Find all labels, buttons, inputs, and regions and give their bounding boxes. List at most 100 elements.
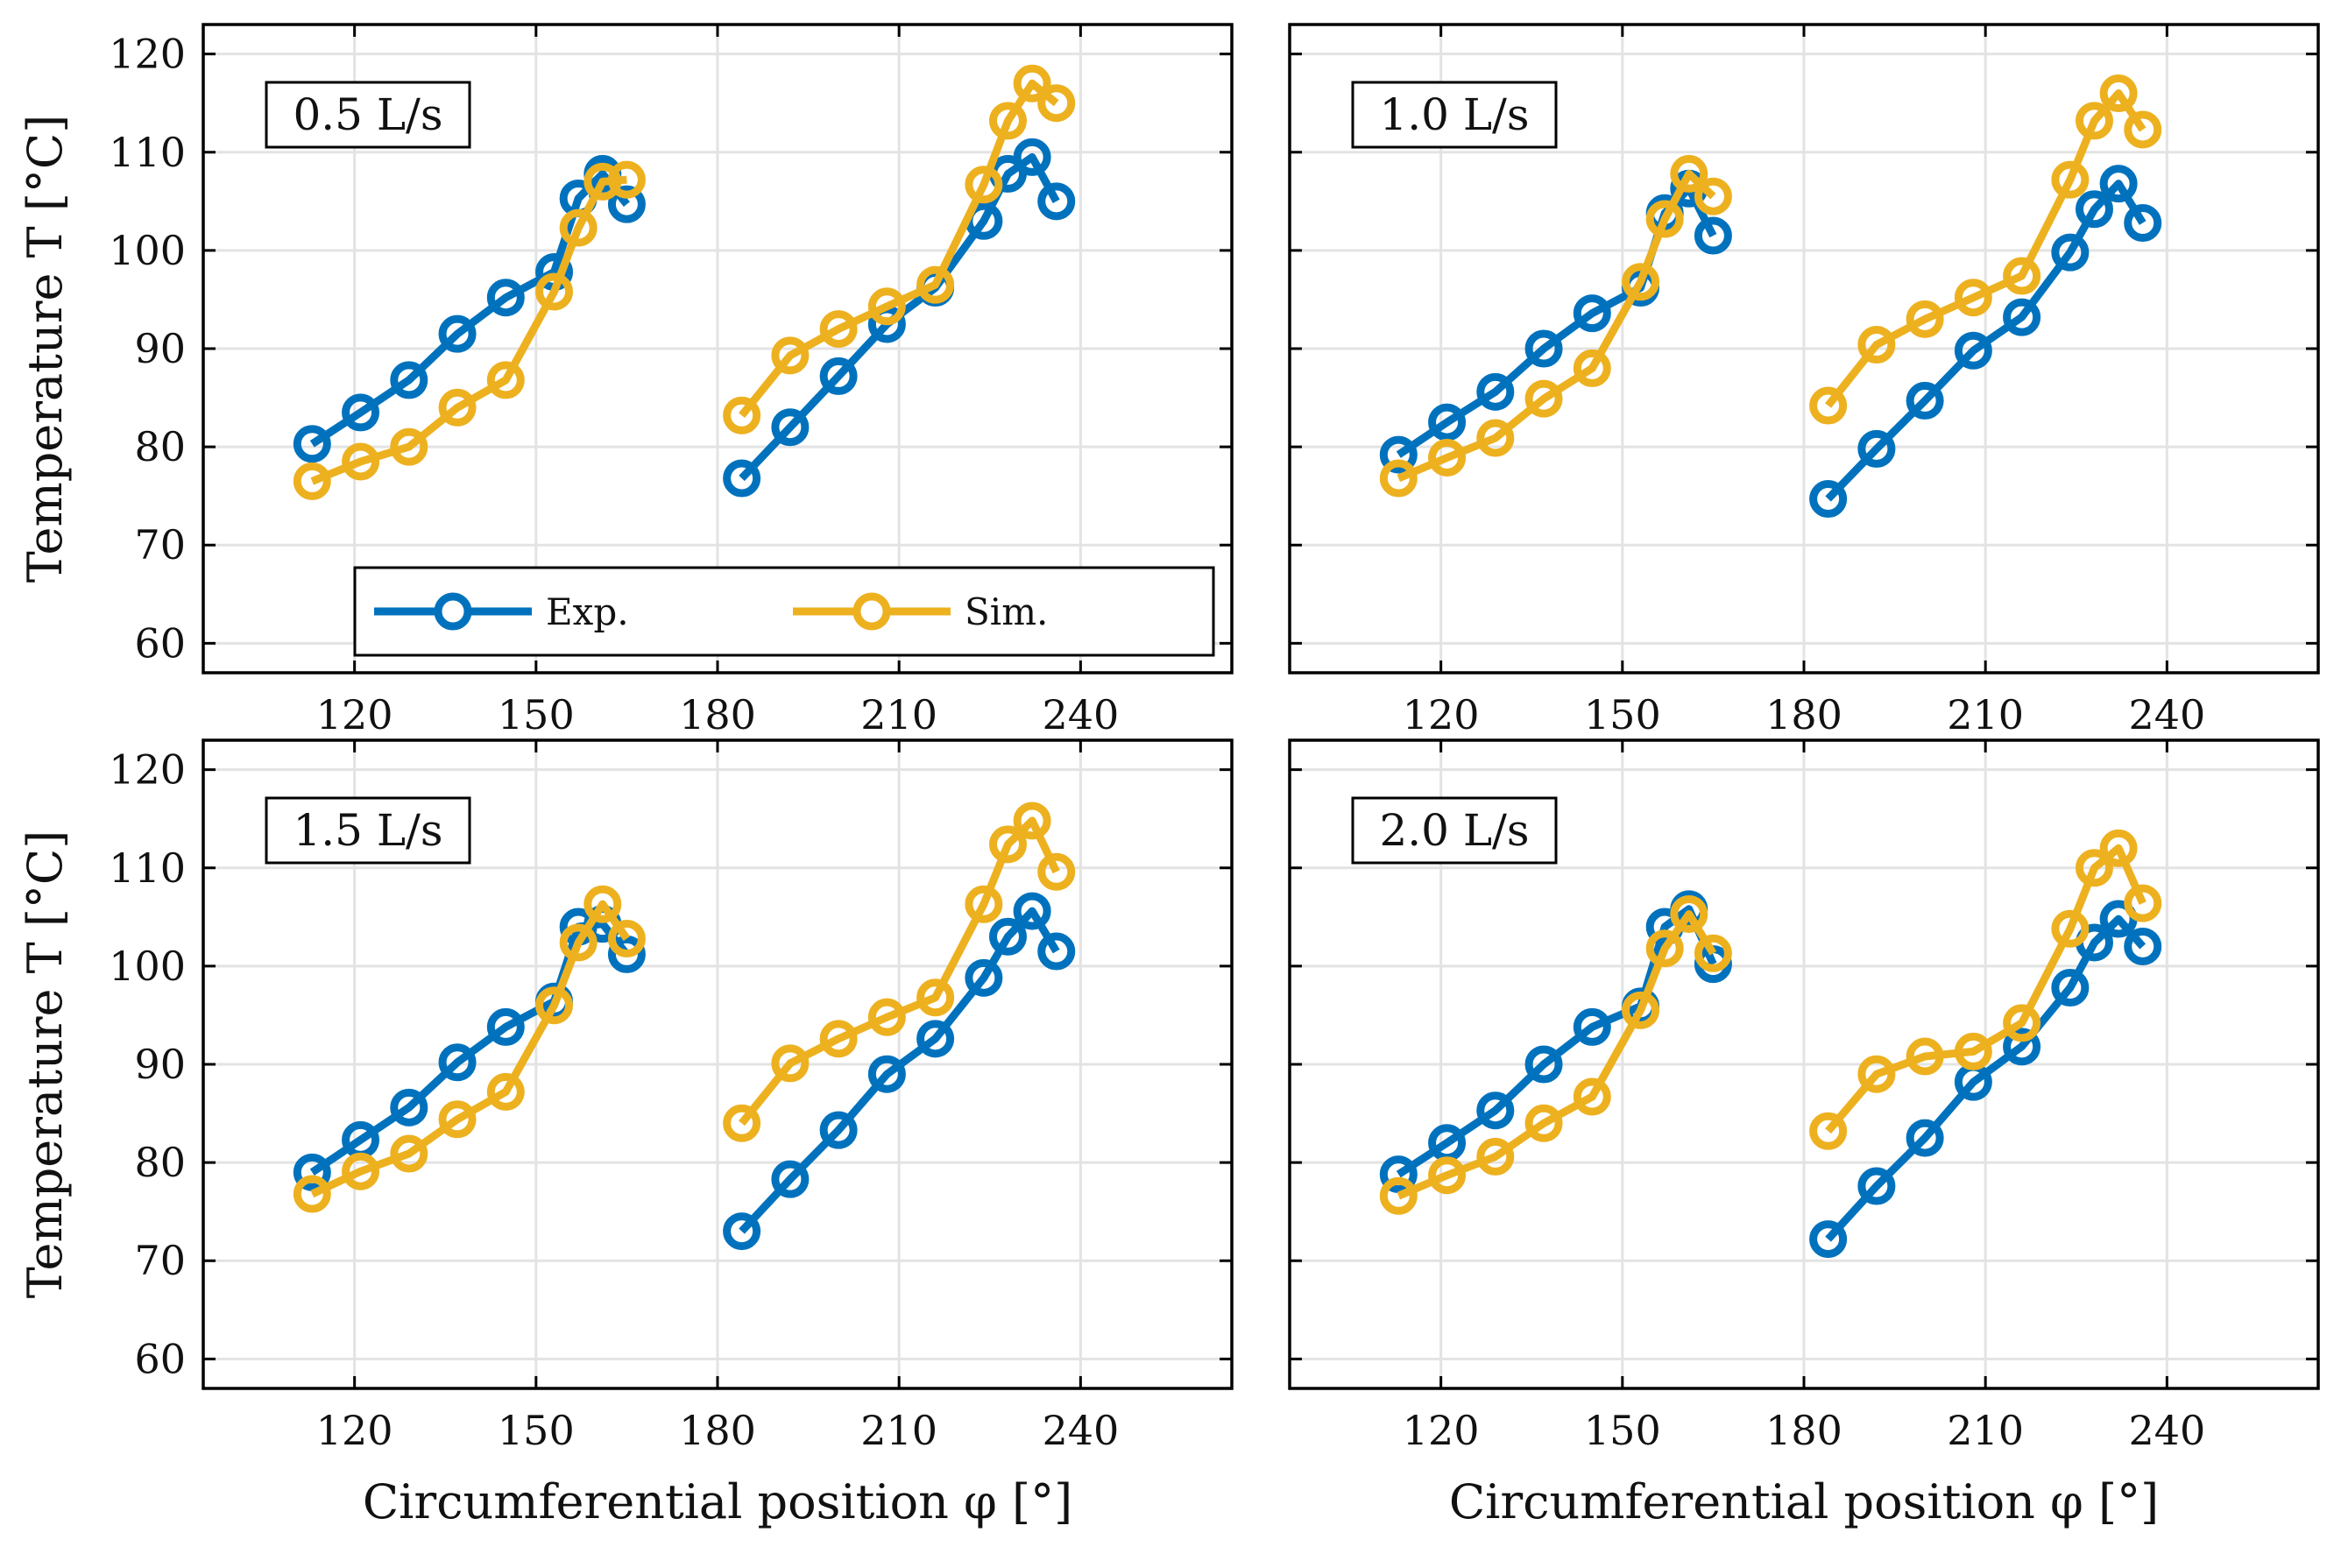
data-point <box>2099 829 2138 867</box>
data-point <box>1857 1167 1896 1205</box>
panel-label: 2.0 L/s <box>1379 805 1529 856</box>
data-point <box>1670 154 1708 193</box>
data-point <box>916 1020 955 1058</box>
data-point <box>867 1055 906 1093</box>
data-point <box>1013 892 1051 930</box>
data-point <box>1906 1119 1944 1157</box>
data-point <box>1954 331 1992 370</box>
data-point <box>1573 349 1611 387</box>
data-point <box>438 388 477 427</box>
legend: Exp. Sim. <box>353 566 1215 657</box>
panel-label-box <box>265 796 471 865</box>
x-axis-title: Circumferential position φ [°] <box>1449 1474 2159 1529</box>
data-point <box>390 1088 428 1127</box>
data-point <box>1013 138 1051 176</box>
x-tick-label: 150 <box>1584 1407 1661 1454</box>
data-point <box>771 408 810 447</box>
data-point <box>1428 1156 1467 1195</box>
data-point <box>1694 177 1732 215</box>
data-point <box>559 923 598 962</box>
series-sim <box>293 802 1076 1213</box>
data-point <box>2124 203 2162 242</box>
data-point <box>2003 1028 2041 1066</box>
y-tick-label: 120 <box>109 31 186 78</box>
data-point <box>438 1100 477 1139</box>
y-tick-label: 60 <box>134 619 186 667</box>
data-point <box>1428 403 1467 441</box>
data-point <box>1645 929 1684 968</box>
data-point <box>2051 909 2090 948</box>
data-point <box>2003 298 2041 336</box>
data-point <box>2075 849 2113 887</box>
data-point <box>1906 1037 1944 1076</box>
data-point <box>819 1020 858 1058</box>
plot-frame <box>1288 23 2320 675</box>
x-tick-label: 210 <box>860 691 937 738</box>
x-tick-label: 150 <box>498 1407 575 1454</box>
y-tick-label: 100 <box>109 943 186 990</box>
data-point <box>1622 263 1660 301</box>
legend-marker <box>852 592 891 631</box>
data-point <box>916 978 955 1017</box>
data-point <box>1809 386 1848 425</box>
data-point <box>771 336 810 375</box>
data-point <box>2099 165 2138 203</box>
data-point <box>1857 1055 1896 1093</box>
data-point <box>438 1043 477 1082</box>
data-point <box>771 1160 810 1198</box>
data-point <box>965 166 1003 204</box>
y-tick-label: 70 <box>134 1237 186 1284</box>
x-tick-label: 210 <box>860 1407 937 1454</box>
y-tick-label: 90 <box>134 1041 186 1088</box>
y-tick-label: 80 <box>134 1139 186 1186</box>
data-point <box>1476 372 1515 411</box>
data-point <box>2051 969 2090 1007</box>
data-point <box>486 279 525 317</box>
legend-label: Exp. <box>546 590 629 633</box>
data-point <box>1809 480 1848 519</box>
y-axis-title: Temperature T [°C] <box>18 115 73 583</box>
data-point <box>1379 1176 1418 1215</box>
data-point <box>2051 233 2090 272</box>
data-point <box>2099 74 2138 112</box>
data-point <box>390 1134 428 1173</box>
x-tick-label: 210 <box>1947 691 2024 738</box>
data-point <box>342 393 380 432</box>
data-point <box>607 919 646 957</box>
panel-label: 0.5 L/s <box>293 89 442 140</box>
data-point <box>723 396 761 434</box>
data-point <box>1809 1112 1848 1150</box>
data-point <box>1809 1220 1848 1259</box>
data-point <box>1428 438 1467 477</box>
data-point <box>723 459 761 498</box>
series-sim <box>293 64 1076 500</box>
data-point <box>867 287 906 326</box>
data-point <box>607 160 646 199</box>
panel-label: 1.0 L/s <box>1379 89 1529 140</box>
x-tick-label: 150 <box>1584 691 1661 738</box>
data-point <box>1906 381 1944 420</box>
data-point <box>1573 294 1611 333</box>
data-point <box>723 1104 761 1142</box>
data-point <box>1524 1045 1563 1084</box>
y-tick-label: 120 <box>109 746 186 794</box>
data-point <box>1037 932 1076 971</box>
data-point <box>535 986 574 1025</box>
data-point <box>1013 802 1051 840</box>
x-tick-label: 180 <box>1765 691 1842 738</box>
data-point <box>1857 326 1896 364</box>
data-point <box>1954 279 1992 317</box>
x-tick-label: 240 <box>2128 691 2205 738</box>
data-point <box>1476 1137 1515 1176</box>
data-point <box>965 885 1003 923</box>
data-point <box>293 1175 331 1213</box>
data-point <box>2124 110 2162 149</box>
data-point <box>1037 182 1076 221</box>
data-point <box>988 102 1027 140</box>
data-point <box>2124 884 2162 922</box>
panel-label: 1.5 L/s <box>293 805 442 856</box>
data-point <box>771 1044 810 1083</box>
x-tick-label: 180 <box>679 691 756 738</box>
